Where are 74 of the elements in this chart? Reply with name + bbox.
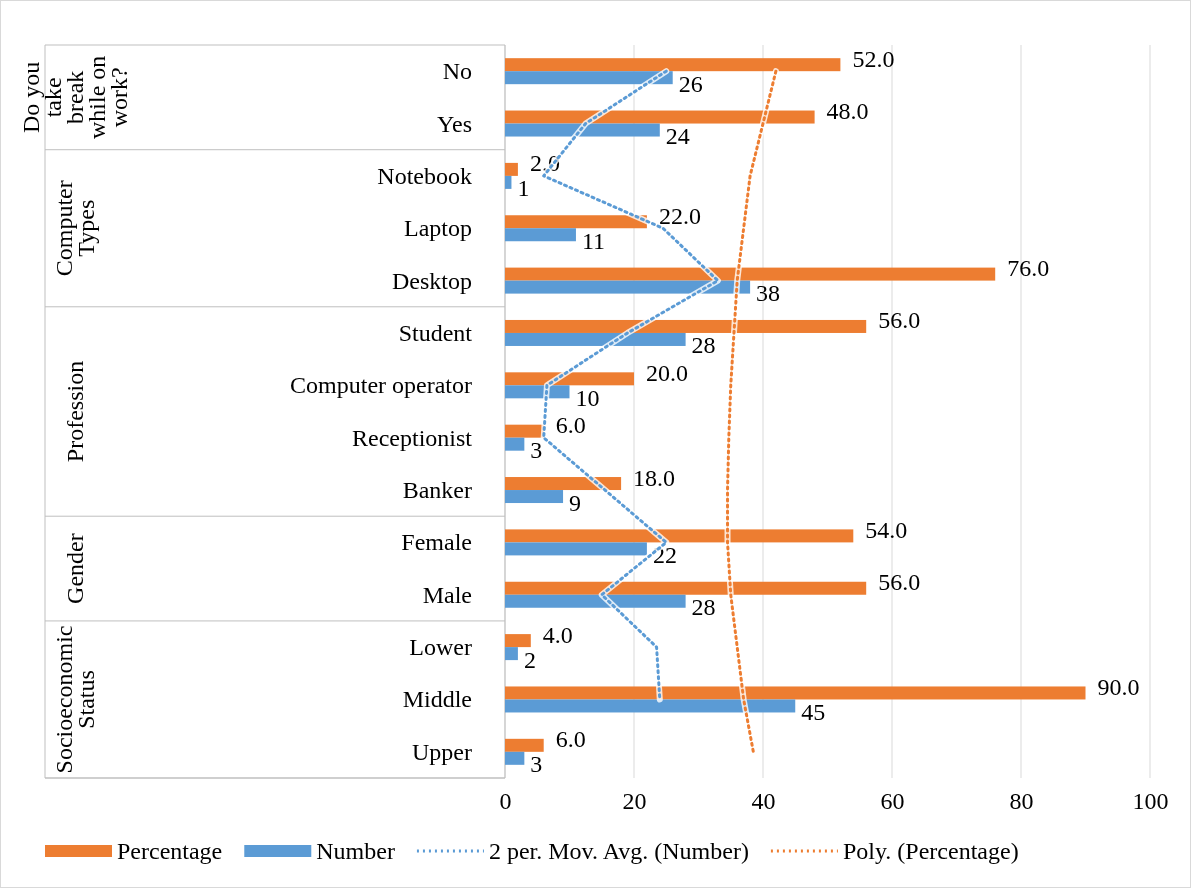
data-label: 52.0: [852, 45, 895, 72]
y-tick-label: Male: [422, 581, 472, 608]
bar: [505, 477, 622, 491]
data-label: 28: [691, 594, 716, 621]
bar: [505, 58, 841, 72]
x-tick-label: 40: [751, 788, 776, 815]
data-label: 76.0: [1007, 255, 1050, 282]
bar: [505, 424, 544, 438]
bar: [505, 175, 512, 189]
y-tick-label: Banker: [402, 477, 472, 504]
legend-label: 2 per. Mov. Avg. (Number): [488, 838, 749, 864]
data-label: 56.0: [878, 569, 921, 596]
y-tick-label: No: [442, 58, 472, 85]
y-tick-label: Yes: [437, 110, 472, 137]
bar: [505, 634, 531, 648]
data-label: 56.0: [878, 307, 921, 334]
legend-label: Percentage: [117, 838, 223, 864]
text: Gender: [62, 533, 88, 604]
data-label: 4.0: [542, 621, 573, 648]
x-tick-label: 60: [880, 788, 905, 815]
text: Socioeconomic Status: [51, 625, 99, 774]
bar: [505, 594, 686, 608]
bar: [505, 228, 576, 242]
data-label: 45: [801, 698, 826, 725]
data-label: 9: [569, 489, 582, 516]
legend-label: Poly. (Percentage): [842, 838, 1019, 864]
bar: [505, 162, 518, 176]
bar: [505, 699, 796, 713]
bar: [505, 490, 564, 504]
data-label: 18.0: [633, 464, 676, 491]
bar: [505, 215, 647, 229]
data-label: 6.0: [555, 412, 586, 439]
text: Profession: [62, 360, 88, 463]
y-tick-label: Desktop: [392, 267, 472, 294]
data-label: 11: [581, 227, 606, 254]
data-label: 10: [575, 384, 600, 411]
x-tick-label: 0: [499, 788, 512, 815]
bar: [505, 372, 634, 386]
data-label: 2.0: [529, 150, 560, 177]
bar: [505, 751, 525, 765]
x-tick-label: 80: [1009, 788, 1034, 815]
data-label: 2: [523, 646, 536, 673]
data-label: 22.0: [658, 202, 701, 229]
legend-label: Number: [316, 838, 395, 864]
bar: [505, 738, 544, 752]
y-tick-label: Student: [398, 319, 473, 346]
data-label: 1: [517, 175, 530, 202]
y-tick-label: Lower: [409, 634, 472, 661]
bar: [505, 647, 518, 661]
data-label: 3: [530, 437, 543, 464]
data-label: 28: [691, 332, 716, 359]
text: Do you take break while on work?: [18, 55, 132, 140]
data-label: 24: [665, 123, 690, 150]
data-label: 90.0: [1097, 673, 1140, 700]
x-tick-label: 100: [1132, 788, 1169, 815]
data-label: 6.0: [555, 726, 586, 753]
y-tick-label: Computer operator: [290, 372, 472, 399]
y-tick-label: Notebook: [377, 162, 472, 189]
bar: [505, 542, 647, 556]
bar: [505, 437, 525, 451]
data-label: 22: [652, 541, 677, 568]
data-label: 26: [678, 70, 703, 97]
data-label: 48.0: [826, 98, 869, 125]
data-label: 54.0: [865, 516, 908, 543]
y-tick-label: Receptionist: [352, 424, 473, 451]
data-label: 20.0: [646, 359, 688, 386]
y-tick-label: Middle: [402, 686, 472, 713]
y-tick-label: Female: [401, 529, 472, 556]
y-tick-label: Upper: [412, 738, 472, 765]
data-label: 38: [756, 280, 781, 307]
x-tick-label: 20: [622, 788, 647, 815]
text: Computer Types: [51, 180, 99, 277]
data-label: 3: [530, 751, 543, 778]
y-tick-label: Laptop: [404, 215, 472, 242]
